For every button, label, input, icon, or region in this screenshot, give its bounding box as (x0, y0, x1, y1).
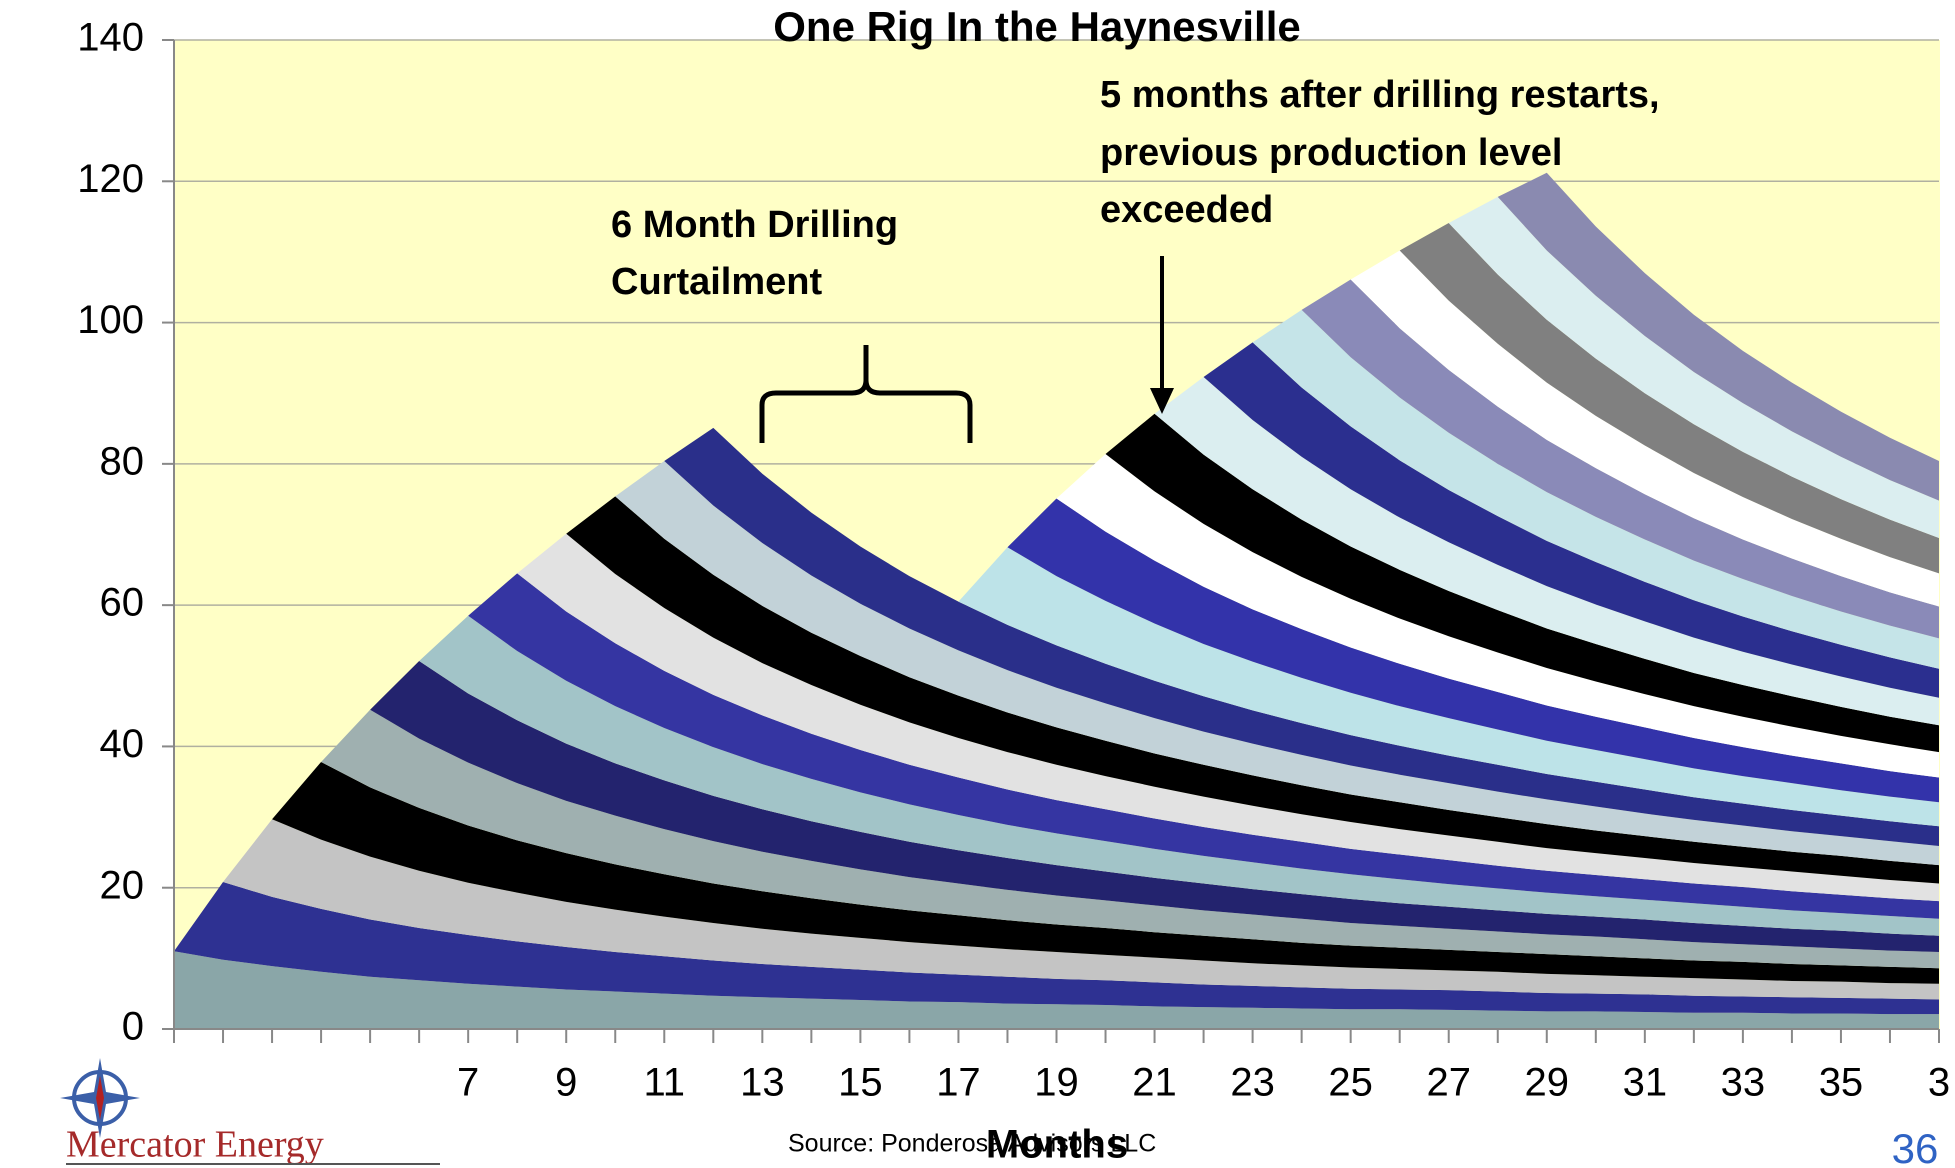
y-tick-label: 40 (100, 722, 145, 766)
source: Source: Ponderosa Advisors LLC (788, 1130, 1156, 1158)
logo-needle (96, 1076, 104, 1120)
y-tick-label: 0 (122, 1005, 144, 1049)
x-tick-label: 21 (1132, 1061, 1177, 1105)
logo: Mercator Energy (60, 1058, 440, 1166)
area-layer (174, 761, 1939, 984)
page-number: 36 (1892, 1125, 1939, 1168)
area-layer (174, 615, 1939, 952)
y-tick-label: 100 (77, 298, 144, 342)
x-tick-label: 35 (1819, 1061, 1864, 1105)
x-tick-label: 23 (1230, 1061, 1275, 1105)
x-axis-label: Months (986, 1123, 1128, 1167)
area-layer (174, 309, 1939, 952)
area-layer (174, 819, 1939, 1000)
arrow-head (1150, 388, 1174, 414)
brand: Mercator Energy (66, 1124, 324, 1166)
area-layer (174, 660, 1939, 952)
x-tick-label: 19 (1034, 1061, 1079, 1105)
x-tick-label: 25 (1328, 1061, 1373, 1105)
x-tick-label: 11 (644, 1061, 686, 1105)
areas (174, 172, 1939, 1029)
y-tick-label: 120 (77, 157, 144, 201)
area-layer (174, 496, 1939, 952)
annotation: exceeded (1100, 189, 1273, 231)
area-layer (174, 461, 1939, 952)
area-layer (174, 427, 1939, 952)
x-tick-label: 13 (740, 1061, 785, 1105)
x-tick-label: 33 (1721, 1061, 1766, 1105)
y-tick-label: 80 (100, 439, 145, 483)
annotation: 5 months after drilling restarts, (1100, 74, 1660, 116)
chart-title: One Rig In the Haynesville (773, 3, 1300, 50)
y-tick-label: 20 (100, 863, 145, 907)
x-tick-label: 29 (1525, 1061, 1570, 1105)
area-layer (174, 951, 1939, 1029)
area-layer (174, 279, 1939, 952)
area-layer (174, 709, 1939, 969)
y-tick-label: 60 (100, 581, 145, 625)
x-tick-label: 3 (1928, 1061, 1950, 1105)
area-layer (174, 427, 1939, 952)
x-tick-label: 15 (838, 1061, 883, 1105)
x-tick-label: 7 (457, 1061, 479, 1105)
annotation: previous production level (1100, 132, 1562, 174)
axes: 0 20 40 60 80 100 120 140 7 9 11 13 15 17 19 21 23 25 27 29… (77, 16, 1950, 1105)
annotation: Curtailment (611, 261, 822, 303)
y-tick-label: 140 (77, 16, 144, 60)
area-layer (174, 533, 1939, 952)
annotation: 6 Month Drilling (611, 204, 898, 246)
area-layer (174, 882, 1939, 1015)
x-tick-label: 31 (1623, 1061, 1668, 1105)
brace (759, 345, 973, 443)
x-tick-label: 27 (1426, 1061, 1471, 1105)
x-tick-label: 9 (555, 1061, 577, 1105)
area-layer (174, 573, 1939, 952)
x-tick-label: 17 (936, 1061, 981, 1105)
